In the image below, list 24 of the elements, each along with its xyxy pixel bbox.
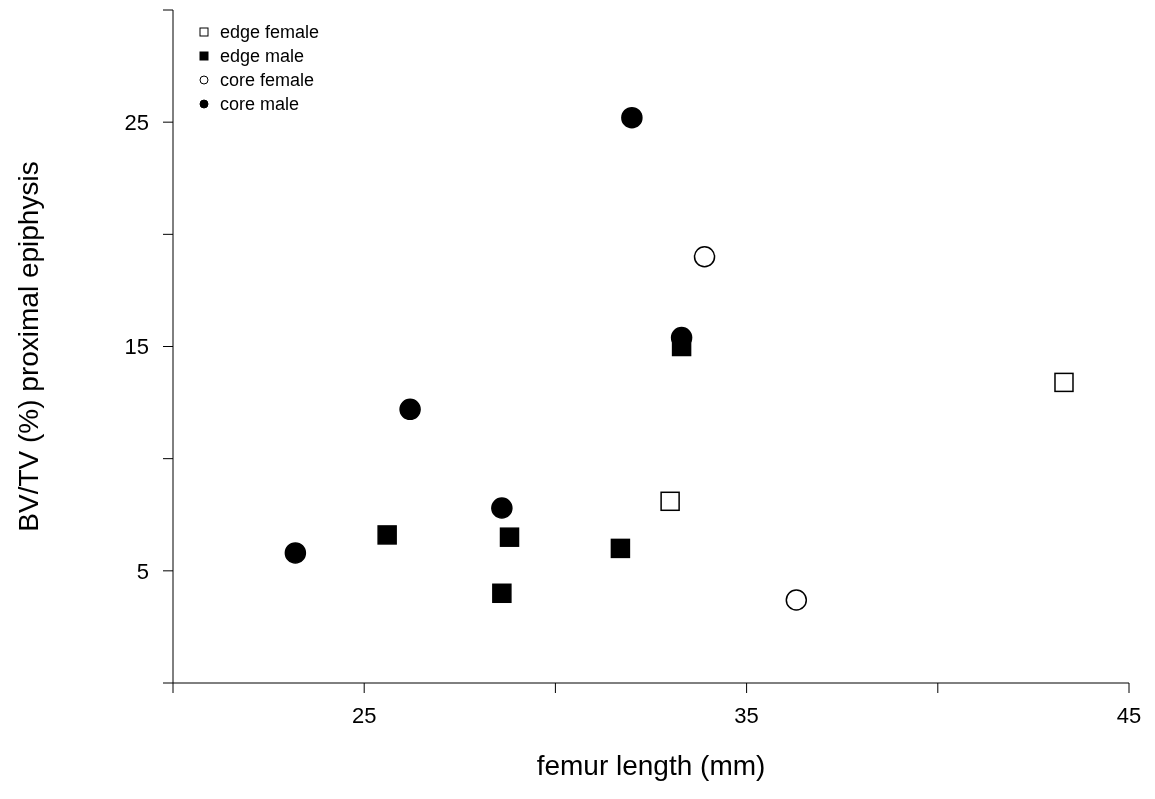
point bbox=[621, 106, 643, 129]
y-axis-title: BV/TV (%) proximal epiphysis bbox=[12, 161, 44, 532]
legend-label: core male bbox=[220, 93, 300, 116]
point bbox=[660, 491, 680, 512]
y-tick-label: 15 bbox=[124, 334, 149, 360]
point bbox=[1054, 372, 1074, 393]
x-tick-label: 35 bbox=[734, 702, 759, 728]
legend-label: edge female bbox=[220, 21, 320, 44]
point bbox=[499, 527, 520, 547]
x-tick-label: 25 bbox=[351, 702, 377, 728]
y-tick-label: 5 bbox=[136, 558, 149, 584]
point bbox=[284, 542, 307, 564]
point bbox=[693, 246, 716, 268]
point bbox=[491, 497, 513, 519]
point bbox=[492, 583, 512, 604]
point bbox=[377, 525, 397, 545]
x-tick-label: 45 bbox=[1116, 702, 1142, 728]
point bbox=[610, 538, 631, 559]
point bbox=[785, 589, 808, 611]
legend-label: edge male bbox=[220, 45, 305, 68]
x-axis-title: femur length (mm) bbox=[536, 750, 766, 781]
point bbox=[399, 398, 421, 421]
y-tick-label: 25 bbox=[124, 109, 149, 135]
legend-label: core female bbox=[220, 69, 315, 92]
